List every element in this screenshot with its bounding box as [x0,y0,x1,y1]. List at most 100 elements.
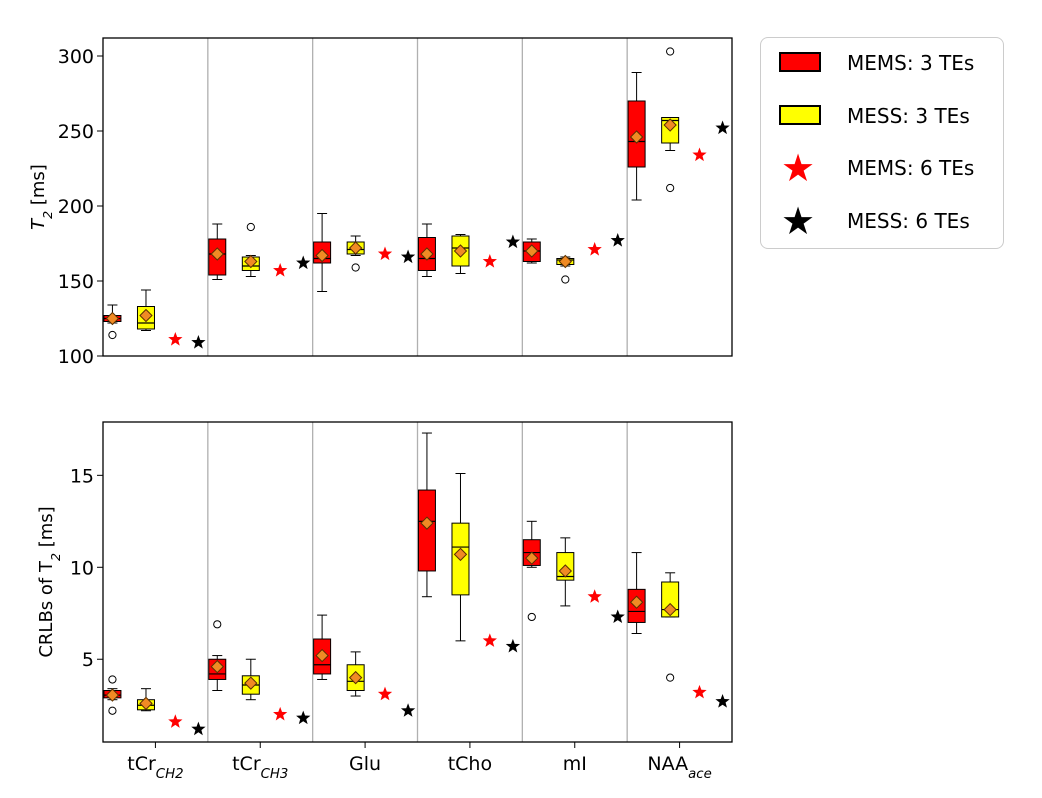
box-mems-3tes [208,223,227,280]
y-tick-label: 250 [58,121,94,143]
box-body [417,489,436,572]
plot-frame [102,421,733,743]
box-mess-3tes [451,234,470,274]
mean-marker [244,676,258,690]
y-tick-label: 200 [58,196,94,218]
x-tick-label-base: NAA [647,753,688,775]
legend-label: MEMS: 6 TEs [847,156,975,180]
box-mess-3tes [556,254,575,284]
box-mess-3tes [556,537,575,607]
outlier-point [351,263,360,272]
mean-marker [244,254,258,269]
box-mess-3tes [346,235,365,272]
star-mems-6tes [587,242,602,256]
x-tick-label: mI [563,753,587,775]
box-mems-3tes [103,304,122,340]
mean-marker [139,696,153,711]
legend-label: MESS: 6 TEs [847,209,970,233]
y-axis-label-subscript: 2 [48,553,63,561]
outlier-point [108,706,117,715]
box-mems-3tes [417,432,436,598]
x-tick-label: tCrCH3 [232,753,288,782]
box-mems-3tes [313,213,332,292]
box-mess-3tes [136,688,155,712]
x-tick-label-base: tCho [448,753,492,775]
mean-marker [525,551,539,565]
star-mems-6tes [168,714,183,728]
outlier-point [666,47,675,56]
box-mems-3tes [522,520,541,622]
x-tick-label: tCho [448,753,492,775]
star-mess-6tes [715,120,730,135]
x-tick-label: tCrCH2 [127,753,183,782]
plot-frame [102,37,733,357]
y-tick-label: 5 [82,649,94,671]
mean-marker [105,311,120,326]
legend-swatch-yellow-box [779,105,821,125]
star-mess-6tes [191,335,206,349]
y-tick-label: 10 [70,557,94,579]
star-mems-6tes [587,589,602,603]
mean-marker [663,602,677,617]
y-axis-label-subscript: 2 [40,211,55,219]
legend-label: MEMS: 3 TEs [847,51,975,75]
y-axis-label: CRLBs of T2 [ms] [36,506,63,657]
star-mess-6tes [191,721,206,736]
mean-marker [139,308,153,323]
star-mess-6tes [296,710,311,725]
mean-marker [105,688,120,702]
y-tick-label: 15 [70,465,94,487]
x-tick-label-subscript: CH3 [261,767,289,782]
box-mems-3tes [627,552,646,634]
box-mems-3tes [313,614,332,680]
star-mess-6tes [296,255,311,270]
box-mems-3tes [522,238,541,264]
box-mems-3tes [627,72,646,201]
outlier-point [561,275,570,284]
outlier-point [108,330,117,340]
star-mess-6tes [610,233,625,247]
mean-marker [315,248,329,263]
outlier-point [246,222,255,232]
star-mems-6tes [168,332,183,346]
mean-marker [629,595,644,609]
mean-marker [348,670,363,685]
star-mems-6tes [273,706,288,721]
star-mems-6tes [482,633,497,647]
x-tick-label-subscript: ace [688,767,712,782]
mean-marker [558,254,573,269]
legend-label: MESS: 3 TEs [847,104,970,128]
legend-swatch-red-box [779,52,821,72]
mean-marker [629,130,644,144]
star-mess-6tes [505,234,521,249]
box-mess-3tes [346,651,365,697]
mean-marker [525,244,539,258]
x-tick-label: NAAace [647,753,711,782]
x-tick-label-base: tCr [127,753,156,775]
y-axis-label-base: CRLBs of T [36,560,57,658]
x-tick-label-subscript: CH2 [156,767,184,782]
box-mess-3tes [136,289,155,331]
star-mems-6tes [482,254,497,268]
star-mess-6tes [505,638,521,653]
legend-item-mems-3tes: MEMS: 3 TEs [761,43,1005,83]
star-mems-6tes [692,684,707,699]
x-tick-label-base: tCr [232,753,261,775]
star-mems-6tes [377,246,393,261]
y-tick-label: 300 [58,46,94,68]
box-mems-3tes [208,620,227,692]
outlier-point [666,673,675,682]
star-mess-6tes [400,249,416,264]
star-mems-6tes [377,686,393,701]
box-mems-3tes [103,675,122,715]
star-mems-6tes [273,263,288,277]
box-mess-3tes [241,658,260,701]
legend-item-mems-6tes: ★ MEMS: 6 TEs [761,148,1005,188]
mean-marker [315,648,329,663]
legend: MEMS: 3 TEs MESS: 3 TEs ★ MEMS: 6 TEs ★ … [760,37,1004,249]
outlier-point [666,183,675,193]
outlier-point [108,675,117,684]
x-tick-label: Glu [349,753,381,775]
mean-marker [453,244,468,258]
plot-panel-t2: 100 150 200 250 300 T2 [ms] [28,37,733,368]
